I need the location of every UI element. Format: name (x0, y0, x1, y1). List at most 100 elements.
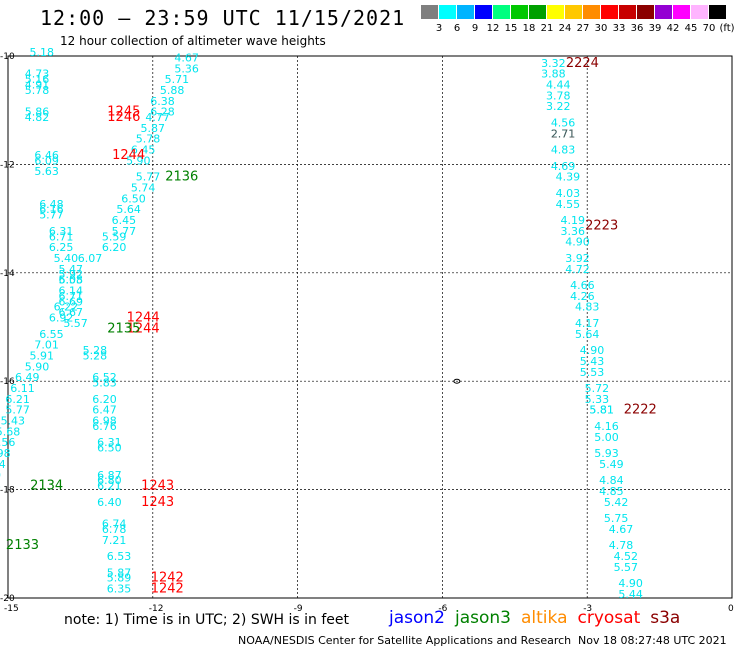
swh-value: 5.28 (83, 350, 108, 363)
scale-swatch (691, 5, 709, 19)
scale-label: 36 (630, 23, 644, 34)
swh-value: 4.66 (570, 279, 595, 292)
swh-value: 6.74 (102, 518, 127, 531)
swh-value: 6.45 (131, 144, 156, 157)
swh-value: 5.36 (174, 62, 199, 75)
pass-label: 2223 (585, 218, 618, 233)
pass-label: 2134 (30, 479, 63, 494)
axis-tick-labels: -15 -12 -9 -6 -3 0 -10 -12 -14 -16 -18 -20 (0, 52, 734, 614)
note-text: note: 1) Time is in UTC; 2) SWH is in fe… (64, 612, 350, 628)
x-tick-label: -15 (4, 604, 19, 614)
swh-value: 4.72 (565, 263, 590, 276)
swh-value: 4.17 (575, 317, 600, 330)
swh-value: 4.82 (25, 111, 50, 124)
swh-value: 5.63 (34, 165, 59, 178)
scale-label: 33 (612, 23, 626, 34)
swh-value: 6.50 (97, 442, 122, 455)
swh-value: 6.53 (107, 550, 132, 563)
swh-value: 6.98 (92, 415, 117, 428)
swh-value: 6.45 (112, 214, 137, 227)
y-tick-label: -16 (0, 377, 15, 387)
scale-label: 3 (435, 23, 443, 34)
swh-value: 4.77 (145, 111, 170, 124)
scale-swatch (583, 5, 601, 19)
swh-value: 5.81 (589, 404, 614, 417)
swh-value: 4.03 (556, 187, 581, 200)
swh-value: 5.64 (116, 203, 141, 216)
wave-height-values: 5.18 4.675.364.73 5.715.164.91 5.885.786.38… (0, 46, 643, 601)
island-outline (453, 378, 461, 384)
map-grid (7, 55, 733, 599)
pass-label: 2135 (107, 321, 140, 336)
scale-label: 42 (666, 23, 680, 34)
swh-value: 5.77 (112, 225, 137, 238)
scale-swatch (439, 5, 457, 19)
scale-label: 12 (486, 23, 500, 34)
x-tick-label: 0 (728, 604, 734, 614)
page-title: 12:00 – 23:59 UTC 11/15/2021 (40, 6, 406, 30)
swh-value: 5.43 (580, 355, 605, 368)
swh-value: 5.98 (0, 447, 11, 460)
pass-label: 1244 (112, 148, 145, 163)
swh-value: 6.52 (92, 371, 117, 384)
swh-value: 4.90 (618, 577, 643, 590)
swh-value: 6.48 (39, 198, 64, 211)
x-tick-label: -6 (438, 604, 447, 614)
pass-label: 1244 (127, 321, 160, 336)
swh-value: 5.90 (126, 154, 151, 167)
scale-label: (ft) (719, 23, 735, 34)
swh-value: 5.18 (30, 46, 55, 59)
swh-value: 4.91 (25, 79, 50, 92)
swh-value: 6.49 (15, 371, 40, 384)
swh-value: 7.21 (102, 534, 127, 547)
pass-label: 2224 (566, 56, 599, 71)
swh-value: 5.77 (5, 404, 30, 417)
swh-value: 6.07 (78, 252, 103, 265)
swh-value: 2.71 (551, 127, 576, 140)
swh-value: 6.16 (39, 203, 64, 216)
scale-swatch (475, 5, 493, 19)
swh-value: 6.28 (150, 106, 175, 119)
swh-value: 3.78 (546, 89, 571, 102)
swh-value: 3.92 (565, 252, 590, 265)
swh-value: 6.14 (58, 284, 83, 297)
scale-swatch (637, 5, 655, 19)
swh-value: 5.57 (614, 561, 639, 574)
swh-value: 5.57 (63, 317, 88, 330)
swh-value: 5.74 (131, 182, 156, 195)
swh-value: 6.22 (54, 301, 79, 314)
swh-value: 6.71 (58, 290, 83, 303)
swh-value: 4.16 (594, 420, 619, 433)
swh-value: 5.92 (58, 268, 83, 281)
swh-value: 6.50 (121, 192, 146, 205)
swh-value: 3.32 (541, 57, 566, 70)
swh-value: 5.78 (25, 84, 50, 97)
pass-label: 1243 (141, 495, 174, 510)
swh-value: 5.42 (604, 496, 629, 509)
swh-value: 5.68 (0, 425, 20, 438)
swh-value: 5.49 (599, 458, 624, 471)
scale-label: 30 (594, 23, 608, 34)
pass-label: 2133 (6, 538, 39, 553)
y-tick-label: -14 (0, 269, 15, 279)
swh-value: 6.46 (34, 149, 59, 162)
swh-value: 5.53 (580, 366, 605, 379)
swh-value: 5.87 (107, 566, 132, 579)
swh-value: 4.26 (570, 290, 595, 303)
page-subtitle: 12 hour collection of altimeter wave hei… (60, 34, 326, 48)
swh-value: 6.21 (97, 480, 122, 493)
legend-jason3: jason3 (455, 608, 511, 628)
swh-value: 6.38 (150, 95, 175, 108)
swh-value: 5.50 (0, 469, 1, 482)
swh-value: 5.75 (604, 512, 629, 525)
scale-swatch (655, 5, 673, 19)
swh-value: 6.87 (97, 469, 122, 482)
swh-value: 5.93 (594, 447, 619, 460)
swh-value: 6.09 (34, 154, 59, 167)
swh-value: 5.72 (585, 382, 610, 395)
swh-value: 6.11 (10, 382, 35, 395)
swh-value: 5.47 (58, 263, 83, 276)
x-tick-label: -9 (294, 604, 303, 614)
swh-value: 6.31 (49, 225, 74, 238)
scale-label: 15 (504, 23, 518, 34)
